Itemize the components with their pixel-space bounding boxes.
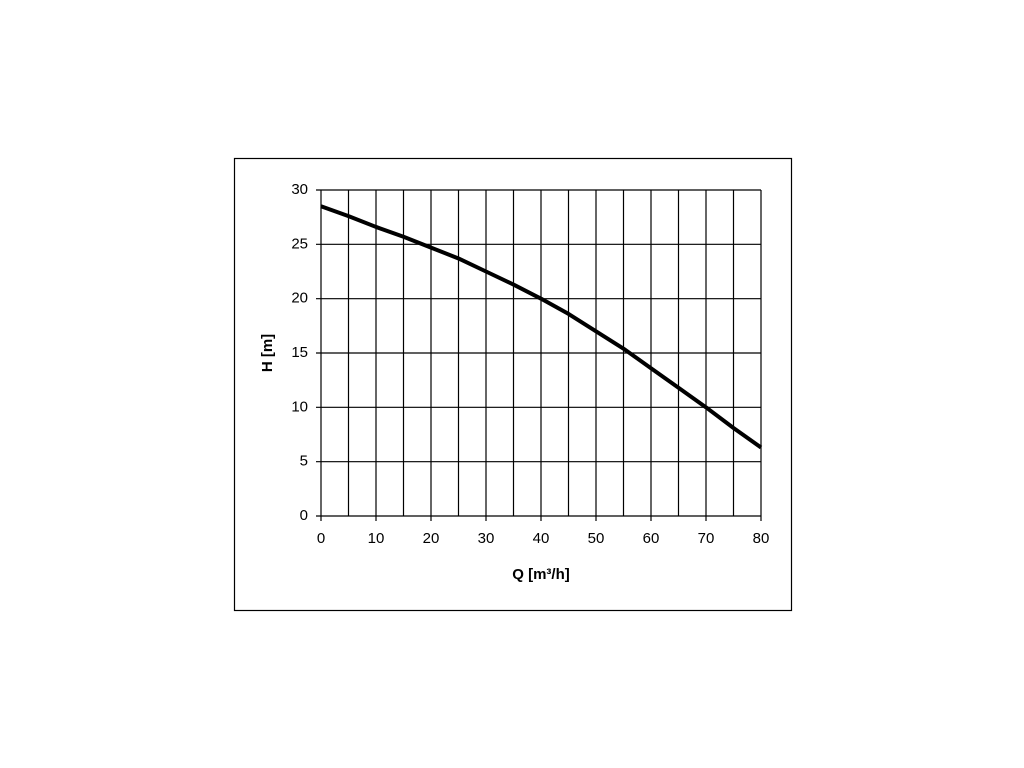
y-tick-label: 25 [291, 235, 308, 252]
x-axis-title: Q [m³/h] [512, 566, 570, 583]
data-line [320, 204, 763, 450]
x-tick-label: 40 [533, 530, 550, 547]
x-tick-label: 20 [423, 530, 440, 547]
x-tick-label: 60 [643, 530, 660, 547]
y-tick-label: 10 [291, 398, 308, 415]
x-tick-label: 70 [698, 530, 715, 547]
x-tick-label: 30 [478, 530, 495, 547]
y-axis-title: H [m] [259, 334, 276, 372]
x-tick-label: 10 [368, 530, 385, 547]
x-tick-label: 0 [317, 530, 325, 547]
x-tick-label: 50 [588, 530, 605, 547]
y-tick-label: 20 [291, 290, 308, 307]
chart-frame [233, 157, 793, 612]
x-tick-label: 80 [753, 530, 770, 547]
y-tick-label: 0 [300, 507, 308, 524]
y-tick-label: 15 [291, 344, 308, 361]
y-tick-label: 30 [291, 181, 308, 198]
y-tick-label: 5 [300, 453, 308, 470]
